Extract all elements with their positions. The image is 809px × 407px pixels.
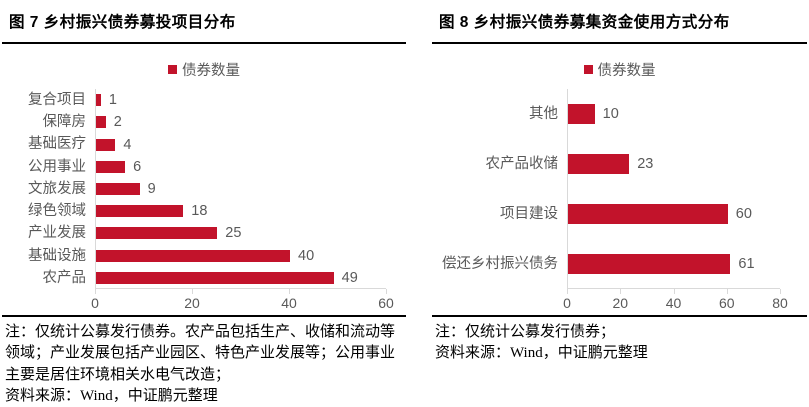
chart-body: 其他农产品收储项目建设偿还乡村振兴债务 10 23 60 61 <box>432 89 807 289</box>
category-label: 产业发展 <box>28 225 86 242</box>
legend-swatch-icon <box>583 64 593 74</box>
tick-mark <box>567 289 568 294</box>
tick-mark <box>780 289 781 294</box>
bar <box>568 204 728 224</box>
figure-7-title: 图 7 乡村振兴债券募投项目分布 <box>2 0 406 44</box>
category-labels: 复合项目保障房基础医疗公用事业文旅发展绿色领域产业发展基础设施农产品 <box>2 89 95 289</box>
category-label: 偿还乡村振兴债务 <box>442 256 558 272</box>
chart-legend: 债券数量 <box>432 60 807 79</box>
bar <box>96 271 334 284</box>
figure-7-source: 资料来源：Wind，中证鹏元整理 <box>5 387 218 404</box>
figure-7-note: 注：仅统计公募发行债券。农产品包括生产、收储和流动等领域；产业发展包括产业园区、… <box>5 324 396 383</box>
bar <box>96 160 126 173</box>
figure-7-panel: 图 7 乡村振兴债券募投项目分布 债券数量复合项目保障房基础医疗公用事业文旅发展… <box>2 0 406 404</box>
bar-value-label: 9 <box>147 181 156 197</box>
figure-8-notes: 注：仅统计公募发行债券； 资料来源：Wind，中证鹏元整理 <box>432 322 807 365</box>
category-label: 其他 <box>529 106 558 122</box>
bar <box>96 94 101 107</box>
bar <box>96 227 218 240</box>
category-labels: 其他农产品收储项目建设偿还乡村振兴债务 <box>432 89 567 289</box>
category-label: 农产品收储 <box>485 156 559 172</box>
chart-body: 复合项目 保障房 基础医疗 公用事业 文旅发展 绿色领域 产业发展 基础设施 农产品 1 2 4 6 9 1… <box>2 89 406 289</box>
tick-mark <box>289 289 290 294</box>
bar-value-label: 40 <box>298 247 315 264</box>
bar-value-label: 25 <box>225 225 242 242</box>
tick-mark <box>673 289 675 294</box>
tick-label: 40 <box>665 295 682 311</box>
category-label: 基础医疗 <box>28 136 86 153</box>
bar-value-label: 6 <box>133 158 142 175</box>
bar-value-label: 10 <box>602 106 619 122</box>
bar <box>568 154 630 174</box>
bar-value-label: 61 <box>738 256 755 272</box>
figure-8-chart: 债券数量其他农产品收储项目建设偿还乡村振兴债务 10 23 60 61 0 20 40 60 80 <box>432 44 807 317</box>
bar <box>568 254 731 274</box>
bar-value-label: 4 <box>123 136 132 153</box>
bar-value-label: 18 <box>191 203 208 220</box>
legend-label: 债券数量 <box>182 62 240 79</box>
tick-label: 0 <box>563 295 571 311</box>
tick-mark <box>726 289 728 294</box>
bar <box>96 205 184 218</box>
tick-mark <box>386 289 387 294</box>
figure-8-title: 图 8 乡村振兴债券募集资金使用方式分布 <box>432 0 807 44</box>
tick-mark <box>620 289 622 294</box>
tick-label: 40 <box>281 295 297 311</box>
bar-value-label: 2 <box>113 114 122 131</box>
tick-label: 60 <box>378 295 394 311</box>
legend-label: 债券数量 <box>597 62 656 79</box>
category-label: 公用事业 <box>28 158 86 175</box>
bar-value-label: 49 <box>341 269 358 286</box>
category-label: 复合项目 <box>28 92 86 108</box>
tick-label: 20 <box>612 295 629 311</box>
tick-mark <box>192 289 193 294</box>
category-label: 基础设施 <box>28 247 86 264</box>
category-label: 文旅发展 <box>28 180 86 197</box>
plot-area: 10 23 60 61 <box>567 89 780 289</box>
figure-7-notes: 注：仅统计公募发行债券。农产品包括生产、收储和流动等领域；产业发展包括产业园区、… <box>2 322 406 407</box>
x-axis: 0 20 40 60 80 <box>563 289 788 313</box>
bar <box>568 104 595 124</box>
tick-label: 20 <box>184 295 200 311</box>
chart-legend: 债券数量 <box>2 60 406 79</box>
bar-value-label: 1 <box>108 92 117 109</box>
tick-mark <box>95 289 96 294</box>
bar <box>96 138 116 151</box>
category-label: 绿色领域 <box>28 203 86 220</box>
figure-8-note: 注：仅统计公募发行债券； <box>435 324 616 340</box>
bar-value-label: 60 <box>735 206 752 222</box>
figure-8-source: 资料来源：Wind，中证鹏元整理 <box>435 345 648 362</box>
legend-swatch-icon <box>168 64 177 74</box>
category-label: 农产品 <box>42 269 87 286</box>
category-label: 项目建设 <box>500 206 558 222</box>
figure-7-chart: 债券数量复合项目保障房基础医疗公用事业文旅发展绿色领域产业发展基础设施农产品 1 2… <box>2 44 406 317</box>
tick-label: 80 <box>772 295 788 311</box>
bar <box>96 249 290 262</box>
category-label: 保障房 <box>42 114 87 131</box>
bar <box>96 183 140 195</box>
bar-value-label: 23 <box>637 156 654 172</box>
bar <box>96 116 106 129</box>
plot-area: 1 2 4 6 9 18 25 40 49 <box>95 89 386 289</box>
tick-label: 60 <box>718 295 735 311</box>
tick-label: 0 <box>91 295 99 311</box>
x-axis: 0 20 40 60 <box>91 289 394 313</box>
figure-8-panel: 图 8 乡村振兴债券募集资金使用方式分布 债券数量其他农产品收储项目建设偿还乡村… <box>432 0 807 400</box>
